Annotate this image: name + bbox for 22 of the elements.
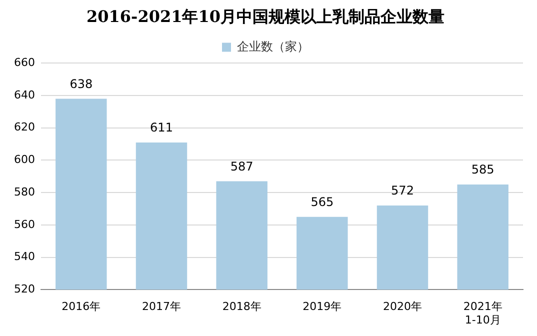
x-tick-label: 2017年 <box>142 300 181 314</box>
legend-label: 企业数（家） <box>237 39 309 54</box>
y-tick-label: 640 <box>14 88 35 102</box>
y-tick-label: 560 <box>14 218 35 231</box>
y-tick-label: 600 <box>14 153 35 166</box>
y-tick-label: 620 <box>14 120 35 134</box>
x-tick-label: 2020年 <box>383 300 422 314</box>
data-label: 565 <box>310 194 334 209</box>
data-label: 572 <box>391 184 414 198</box>
x-tick-label: 2016年 <box>62 300 101 314</box>
y-tick-label: 540 <box>14 250 35 264</box>
y-tick-label: 520 <box>14 282 35 296</box>
data-label: 638 <box>70 76 93 91</box>
chart-title: 2016-2021年10月中国规模以上乳制品企业数量 <box>86 6 444 26</box>
data-label: 587 <box>230 159 254 174</box>
x-tick-label: 2018年 <box>222 300 262 314</box>
x-tick-label: 2021年 1-10月 <box>463 300 502 326</box>
y-tick-label: 660 <box>14 56 35 70</box>
data-label: 611 <box>150 120 173 135</box>
x-tick-label: 2019年 <box>302 300 342 314</box>
data-label: 585 <box>471 162 494 177</box>
y-tick-label: 580 <box>14 185 35 198</box>
